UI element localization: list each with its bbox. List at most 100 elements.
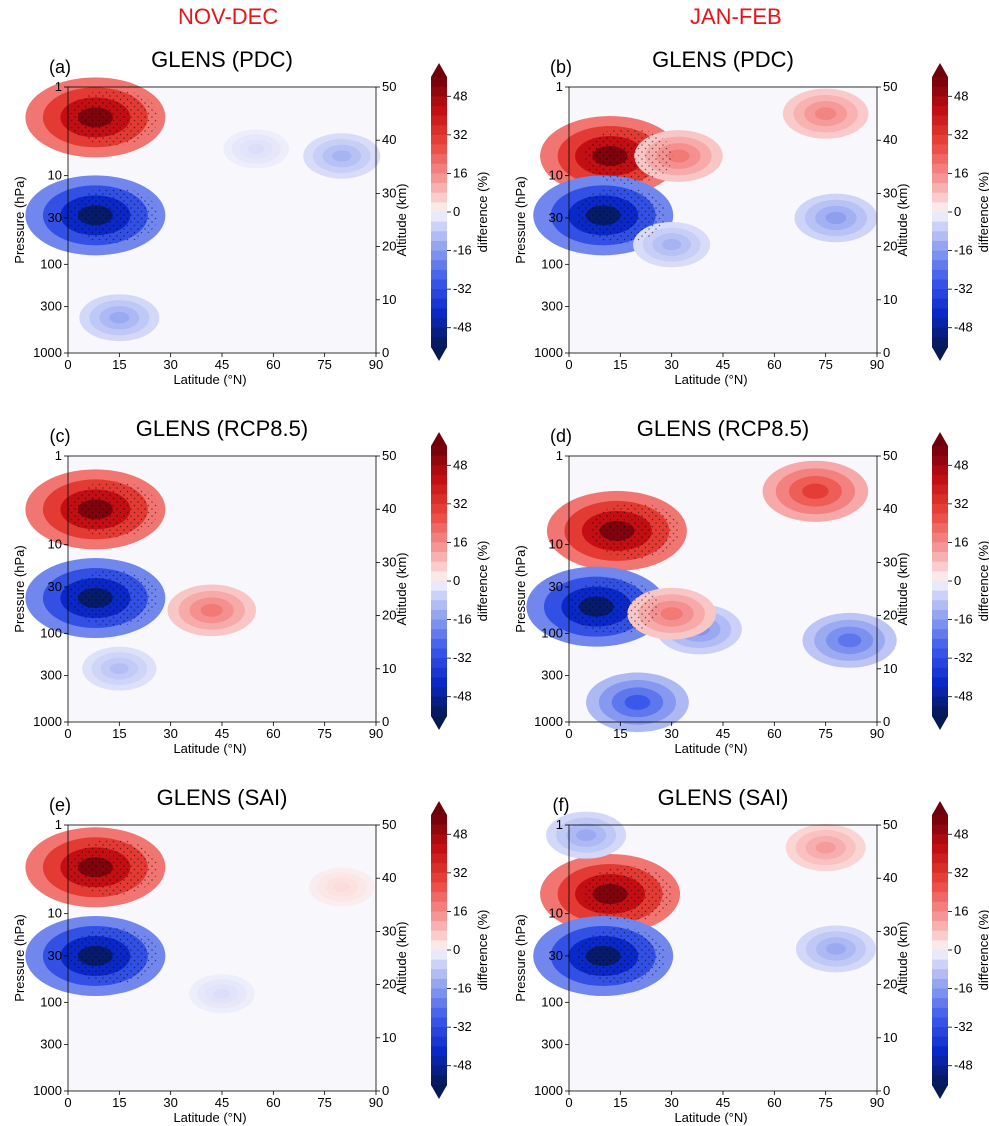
y2-tick-label: 20 — [382, 977, 396, 992]
colorbar-segment — [932, 1007, 948, 1019]
colorbar-segment — [431, 542, 447, 553]
colorbar-segment — [431, 446, 447, 457]
data-blob-5 — [660, 607, 683, 621]
colorbar-segment — [431, 105, 447, 117]
colorbar-extend-bottom — [932, 716, 948, 730]
y2-axis-label: Altitude (km) — [394, 184, 409, 257]
colorbar-segment — [932, 279, 948, 290]
data-blob-5 — [662, 238, 682, 251]
y-tick-label: 300 — [40, 299, 62, 314]
colorbar-segment — [932, 853, 948, 864]
colorbar-label: difference (%) — [976, 172, 989, 253]
colorbar-segment — [431, 154, 447, 165]
y-axis-label: Pressure (hPa) — [12, 176, 27, 263]
y2-tick-label: 50 — [883, 79, 897, 94]
panel-title: GLENS (PDC) — [151, 47, 293, 72]
x-tick-label: 60 — [767, 1095, 781, 1110]
x-tick-label: 60 — [266, 357, 280, 372]
data-blob-2 — [333, 882, 350, 892]
significance-stipple-1 — [569, 578, 660, 635]
y2-tick-label: 30 — [382, 923, 396, 938]
colorbar-extend-top — [431, 63, 447, 77]
y2-tick-label: 20 — [382, 608, 396, 623]
colorbar-segment — [431, 706, 447, 717]
y-tick-label: 10 — [48, 537, 62, 552]
x-tick-label: 90 — [369, 1095, 383, 1110]
y-axis-label: Pressure (hPa) — [513, 914, 528, 1001]
x-tick-label: 75 — [317, 357, 331, 372]
colorbar-tick-label: 48 — [954, 88, 968, 103]
y-tick-label: 300 — [541, 1037, 563, 1052]
colorbar-segment — [431, 911, 447, 922]
y-tick-label: 100 — [40, 625, 62, 640]
colorbar-segment — [431, 279, 447, 290]
colorbar-segment — [431, 86, 447, 97]
x-tick-label: 15 — [112, 1095, 126, 1110]
colorbar-segment — [431, 561, 447, 572]
y-tick-label: 100 — [541, 994, 563, 1009]
x-tick-label: 0 — [64, 726, 71, 741]
colorbar-segment — [431, 609, 447, 621]
x-tick-label: 0 — [565, 726, 572, 741]
colorbar-extend-top — [932, 63, 948, 77]
panel-title: GLENS (RCP8.5) — [136, 416, 308, 441]
x-tick-label: 30 — [664, 1095, 678, 1110]
y-tick-label: 10 — [549, 906, 563, 921]
colorbar-tick-label: -16 — [453, 612, 472, 627]
colorbar-segment — [932, 327, 948, 338]
colorbar-segment — [431, 824, 447, 835]
x-tick-label: 15 — [613, 1095, 627, 1110]
y2-tick-label: 0 — [382, 714, 389, 729]
data-blob-2 — [802, 483, 829, 499]
colorbar-segment — [932, 687, 948, 698]
y-tick-label: 30 — [48, 579, 62, 594]
x-tick-label: 90 — [369, 357, 383, 372]
y2-tick-label: 10 — [883, 661, 897, 676]
colorbar-label: difference (%) — [475, 172, 490, 253]
colorbar-segment — [932, 298, 948, 310]
colorbar-segment — [932, 542, 948, 553]
colorbar-segment — [431, 687, 447, 698]
y2-tick-label: 0 — [883, 714, 890, 729]
significance-stipple-0 — [583, 127, 674, 184]
y-tick-label: 1000 — [534, 714, 563, 729]
colorbar-tick-label: -48 — [954, 689, 973, 704]
data-blob-6 — [624, 694, 651, 710]
colorbar-segment — [431, 96, 447, 107]
colorbar-segment — [932, 581, 948, 592]
colorbar-tick-label: 0 — [954, 573, 961, 588]
colorbar-segment — [431, 465, 447, 476]
x-tick-label: 45 — [716, 1095, 730, 1110]
colorbar-segment — [932, 144, 948, 155]
colorbar-segment — [431, 959, 447, 970]
x-tick-label: 30 — [163, 1095, 177, 1110]
colorbar-segment — [431, 590, 447, 601]
colorbar-segment — [932, 843, 948, 855]
colorbar-segment — [932, 446, 948, 457]
colorbar-tick-label: -48 — [453, 1058, 472, 1073]
x-tick-label: 60 — [767, 726, 781, 741]
x-axis-label: Latitude (°N) — [173, 741, 246, 756]
data-blob-3 — [837, 633, 862, 648]
colorbar-segment — [932, 308, 948, 319]
y2-tick-label: 0 — [883, 1083, 890, 1098]
y-tick-label: 1000 — [33, 1083, 62, 1098]
colorbar-tick-label: 48 — [954, 826, 968, 841]
y2-tick-label: 20 — [883, 239, 897, 254]
colorbar-segment — [932, 696, 948, 707]
colorbar-segment — [932, 513, 948, 524]
y2-tick-label: 10 — [382, 292, 396, 307]
y-tick-label: 1 — [556, 79, 563, 94]
colorbar-segment — [431, 978, 447, 990]
y2-tick-label: 30 — [883, 554, 897, 569]
y2-tick-label: 40 — [382, 501, 396, 516]
y-tick-label: 30 — [549, 948, 563, 963]
significance-stipple-0 — [589, 502, 680, 559]
colorbar-tick-label: -32 — [954, 281, 973, 296]
y-tick-label: 30 — [48, 948, 62, 963]
colorbar-segment — [431, 834, 447, 845]
colorbar-segment — [932, 337, 948, 348]
colorbar-tick-label: 16 — [954, 165, 968, 180]
colorbar-tick-label: -48 — [954, 1058, 973, 1073]
